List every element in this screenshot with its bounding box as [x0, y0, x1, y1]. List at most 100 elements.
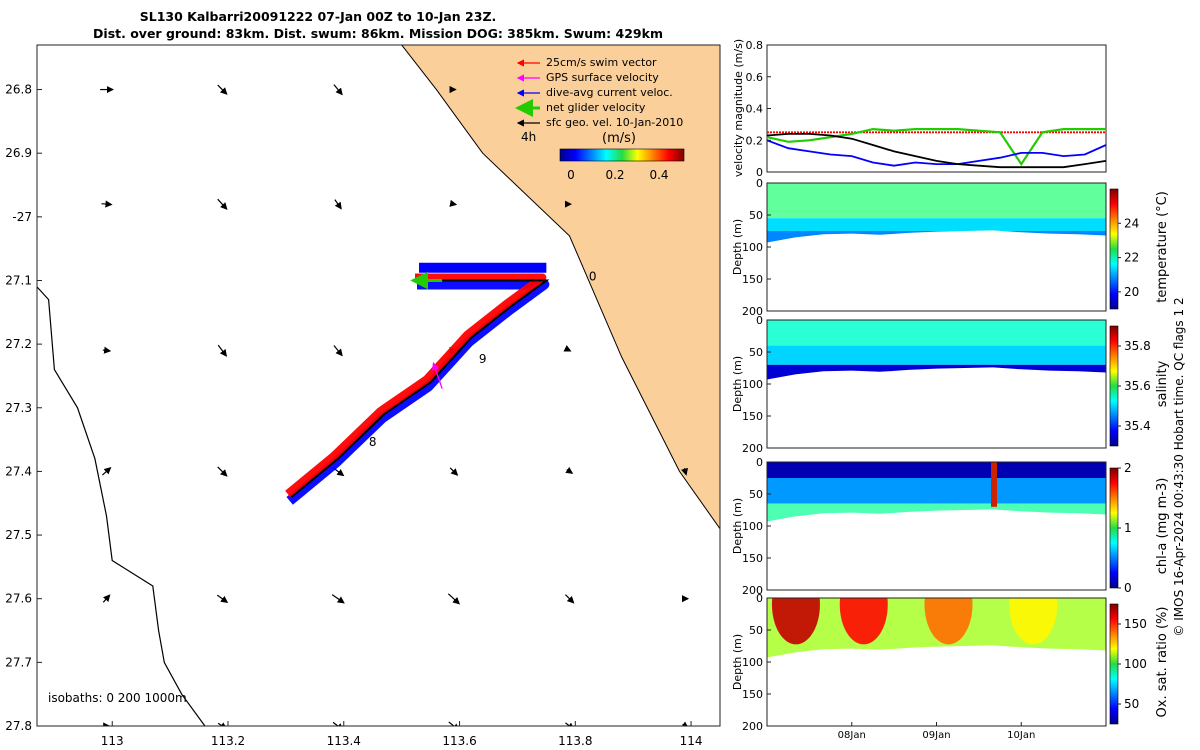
- section-layer: [767, 478, 1106, 504]
- section-ytick-label: 0: [756, 314, 763, 327]
- section-ytick-label: 200: [742, 584, 763, 597]
- section-ytick-label: 50: [749, 488, 763, 501]
- geo-vector-arrow: [102, 594, 111, 603]
- section-ytick-label: 200: [742, 720, 763, 733]
- geo-vector-arrow: [102, 346, 112, 354]
- velocity-ylabel: velocity magnitude (m/s): [732, 39, 745, 177]
- salinity-section: 0 50 100 150 200 Depth (m) 35.4 35.6 35.8 salinit…: [731, 314, 1170, 455]
- velocity-ytick-label: 0: [756, 166, 763, 179]
- track-map: 8 9 0 113 113.2 113.4 113.6 113.8 114 26.8 26.9 -2…: [5, 44, 721, 748]
- velocity-series-current: [766, 139, 1107, 167]
- section-colorbar: [1109, 603, 1119, 725]
- velocity-ytick-label: 0.4: [746, 103, 764, 116]
- section-ytick-label: 0: [756, 456, 763, 469]
- section-colorbar: [1109, 188, 1119, 310]
- map-xtick-label: 113.4: [327, 734, 361, 748]
- colorbar-tick-1: 0.2: [605, 168, 624, 182]
- section-xtick-label: 09Jan: [922, 730, 950, 741]
- velocity-series-net: [766, 127, 1106, 167]
- map-xtick-label: 113.8: [558, 734, 592, 748]
- colorbar-label: chl-a (mg m-3): [1155, 478, 1170, 575]
- section-fill: [767, 320, 1106, 380]
- day-label: 9: [479, 352, 487, 366]
- colorbar-unit-label: (m/s): [602, 131, 636, 146]
- section-ytick-label: 0: [756, 177, 763, 190]
- map-ytick-label: 27.4: [5, 464, 32, 478]
- track-line: [291, 279, 550, 498]
- colorbar-tick-label: 35.6: [1124, 379, 1151, 393]
- geo-vector-arrow: [216, 594, 229, 604]
- section-ytick-label: 200: [742, 305, 763, 318]
- land-polygon: [401, 45, 720, 530]
- chl-spike-column: [991, 462, 997, 507]
- day-label: 0: [589, 269, 597, 283]
- map-ytick-label: 27.3: [5, 401, 32, 415]
- geo-vector-arrow: [331, 594, 345, 604]
- section-ytick-label: 150: [742, 410, 763, 423]
- section-ylabel: Depth (m): [731, 634, 744, 690]
- geo-vector-arrow: [333, 84, 343, 96]
- isobath-label: isobaths: 0 200 1000m: [48, 691, 187, 705]
- section-ylabel: Depth (m): [731, 356, 744, 412]
- chlorophyll-section: 0 50 100 150 200 Depth (m) 0 1 2 chl-a (mg m-3): [731, 456, 1170, 597]
- map-colorbar: [559, 148, 685, 162]
- geo-vector-arrow: [217, 466, 228, 477]
- geo-vector-arrow: [217, 198, 228, 210]
- colorbar-tick-2: 0.4: [649, 168, 668, 182]
- oxygen-hotspot: [924, 598, 973, 645]
- map-legend: 25cm/s swim vector GPS surface velocity …: [515, 56, 685, 182]
- oxygen-hotspot: [771, 598, 820, 645]
- section-fill: [767, 183, 1106, 243]
- geo-vector-arrow: [102, 467, 112, 476]
- geo-vector-arrow: [217, 344, 227, 357]
- colorbar-tick-label: 150: [1124, 617, 1147, 631]
- section-fill: [767, 462, 1106, 522]
- geo-vector-arrow: [101, 200, 113, 208]
- colorbar-tick-label: 2: [1124, 461, 1132, 475]
- colorbar-tick-label: 1: [1124, 521, 1132, 535]
- legend-gps-label: GPS surface velocity: [546, 71, 659, 84]
- colorbar-tick-label: 50: [1124, 697, 1139, 711]
- map-ytick-label: 27.6: [5, 592, 32, 606]
- map-ytick-label: 27.8: [5, 719, 32, 733]
- section-layer: [767, 218, 1106, 231]
- colorbar-tick-label: 35.8: [1124, 339, 1151, 353]
- section-ytick-label: 50: [749, 346, 763, 359]
- velocity-series-geostrophic: [766, 132, 1107, 169]
- day-label: 8: [369, 435, 377, 449]
- map-ticks: 113 113.2 113.4 113.6 113.8 114 26.8 26.9 -27 27.…: [5, 83, 702, 748]
- section-ytick-label: 100: [742, 656, 763, 669]
- time-scale-label: 4h: [521, 130, 536, 144]
- section-layer: [767, 462, 1106, 478]
- velocity-ytick-label: 0.2: [746, 134, 764, 147]
- legend-current-label: dive-avg current veloc.: [546, 86, 673, 99]
- map-xtick-label: 114: [680, 734, 703, 748]
- map-ytick-label: 27.1: [5, 273, 32, 287]
- velocity-panel: 0 0.2 0.4 0.6 0.8 velocity magnitude (m/s): [732, 39, 1107, 179]
- glider-track: 8 9 0: [285, 262, 597, 505]
- section-colorbar: [1109, 325, 1119, 447]
- velocity-lines: [766, 127, 1107, 169]
- oxygen-section: 0 50 100 150 200 Depth (m) 50 100 150 Ox. sat. ra…: [731, 592, 1170, 741]
- section-fill: [767, 598, 1106, 658]
- colorbar-tick-0: 0: [567, 168, 575, 182]
- section-ytick-label: 150: [742, 273, 763, 286]
- title-line-2: Dist. over ground: 83km. Dist. swum: 86k…: [93, 26, 663, 41]
- colorbar-tick-label: 0: [1124, 581, 1132, 595]
- geo-vector-arrow: [565, 722, 575, 726]
- colorbar-tick-label: 22: [1124, 251, 1139, 265]
- map-ytick-label: -27: [12, 210, 32, 224]
- section-ytick-label: 50: [749, 624, 763, 637]
- section-ylabel: Depth (m): [731, 219, 744, 275]
- section-ytick-label: 0: [756, 592, 763, 605]
- section-xtick-label: 08Jan: [838, 730, 866, 741]
- imos-watermark: © IMOS 16-Apr-2024 00:43:30 Hobart time.…: [1172, 297, 1186, 636]
- geo-vector-arrow: [565, 466, 574, 474]
- velocity-ytick-label: 0.8: [746, 39, 764, 52]
- legend-geo-label: sfc geo. vel. 10-Jan-2010: [546, 116, 683, 129]
- oxygen-hotspot: [1009, 598, 1058, 645]
- gps-velocity-arrow: [431, 361, 443, 389]
- section-xtick-label: 10Jan: [1007, 730, 1035, 741]
- geo-vector-arrow: [563, 345, 572, 352]
- section-ylabel: Depth (m): [731, 498, 744, 554]
